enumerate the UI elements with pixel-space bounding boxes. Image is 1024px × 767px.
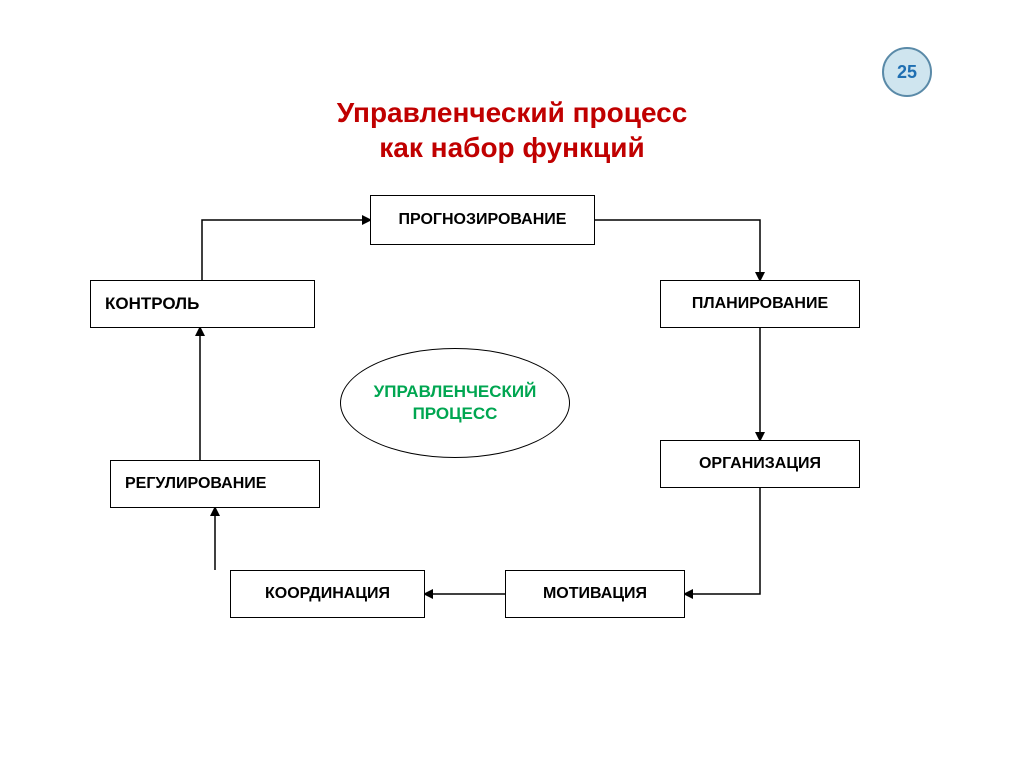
node-planning: ПЛАНИРОВАНИЕ [660, 280, 860, 328]
edge-control-to-forecast [202, 220, 370, 280]
node-label-organize: ОРГАНИЗАЦИЯ [699, 455, 821, 473]
node-label-forecast: ПРОГНОЗИРОВАНИЕ [399, 211, 567, 229]
node-label-coord: КООРДИНАЦИЯ [265, 585, 390, 603]
center-node-label: УПРАВЛЕНЧЕСКИЙ ПРОЦЕСС [374, 381, 537, 425]
node-label-regulate: РЕГУЛИРОВАНИЕ [125, 475, 266, 493]
node-control: КОНТРОЛЬ [90, 280, 315, 328]
page-number-text: 25 [897, 62, 917, 83]
slide-title-text: Управленческий процесс как набор функций [337, 97, 688, 163]
node-motivation: МОТИВАЦИЯ [505, 570, 685, 618]
node-regulate: РЕГУЛИРОВАНИЕ [110, 460, 320, 508]
node-organize: ОРГАНИЗАЦИЯ [660, 440, 860, 488]
slide-title: Управленческий процесс как набор функций [0, 60, 1024, 165]
node-forecast: ПРОГНОЗИРОВАНИЕ [370, 195, 595, 245]
page-number-badge: 25 [882, 47, 932, 97]
node-label-planning: ПЛАНИРОВАНИЕ [692, 295, 828, 313]
node-label-control: КОНТРОЛЬ [105, 294, 199, 314]
node-coord: КООРДИНАЦИЯ [230, 570, 425, 618]
center-node-management-process: УПРАВЛЕНЧЕСКИЙ ПРОЦЕСС [340, 348, 570, 458]
node-label-motivation: МОТИВАЦИЯ [543, 585, 647, 603]
edge-organize-to-motivation [685, 488, 760, 594]
edge-forecast-to-planning [595, 220, 760, 280]
